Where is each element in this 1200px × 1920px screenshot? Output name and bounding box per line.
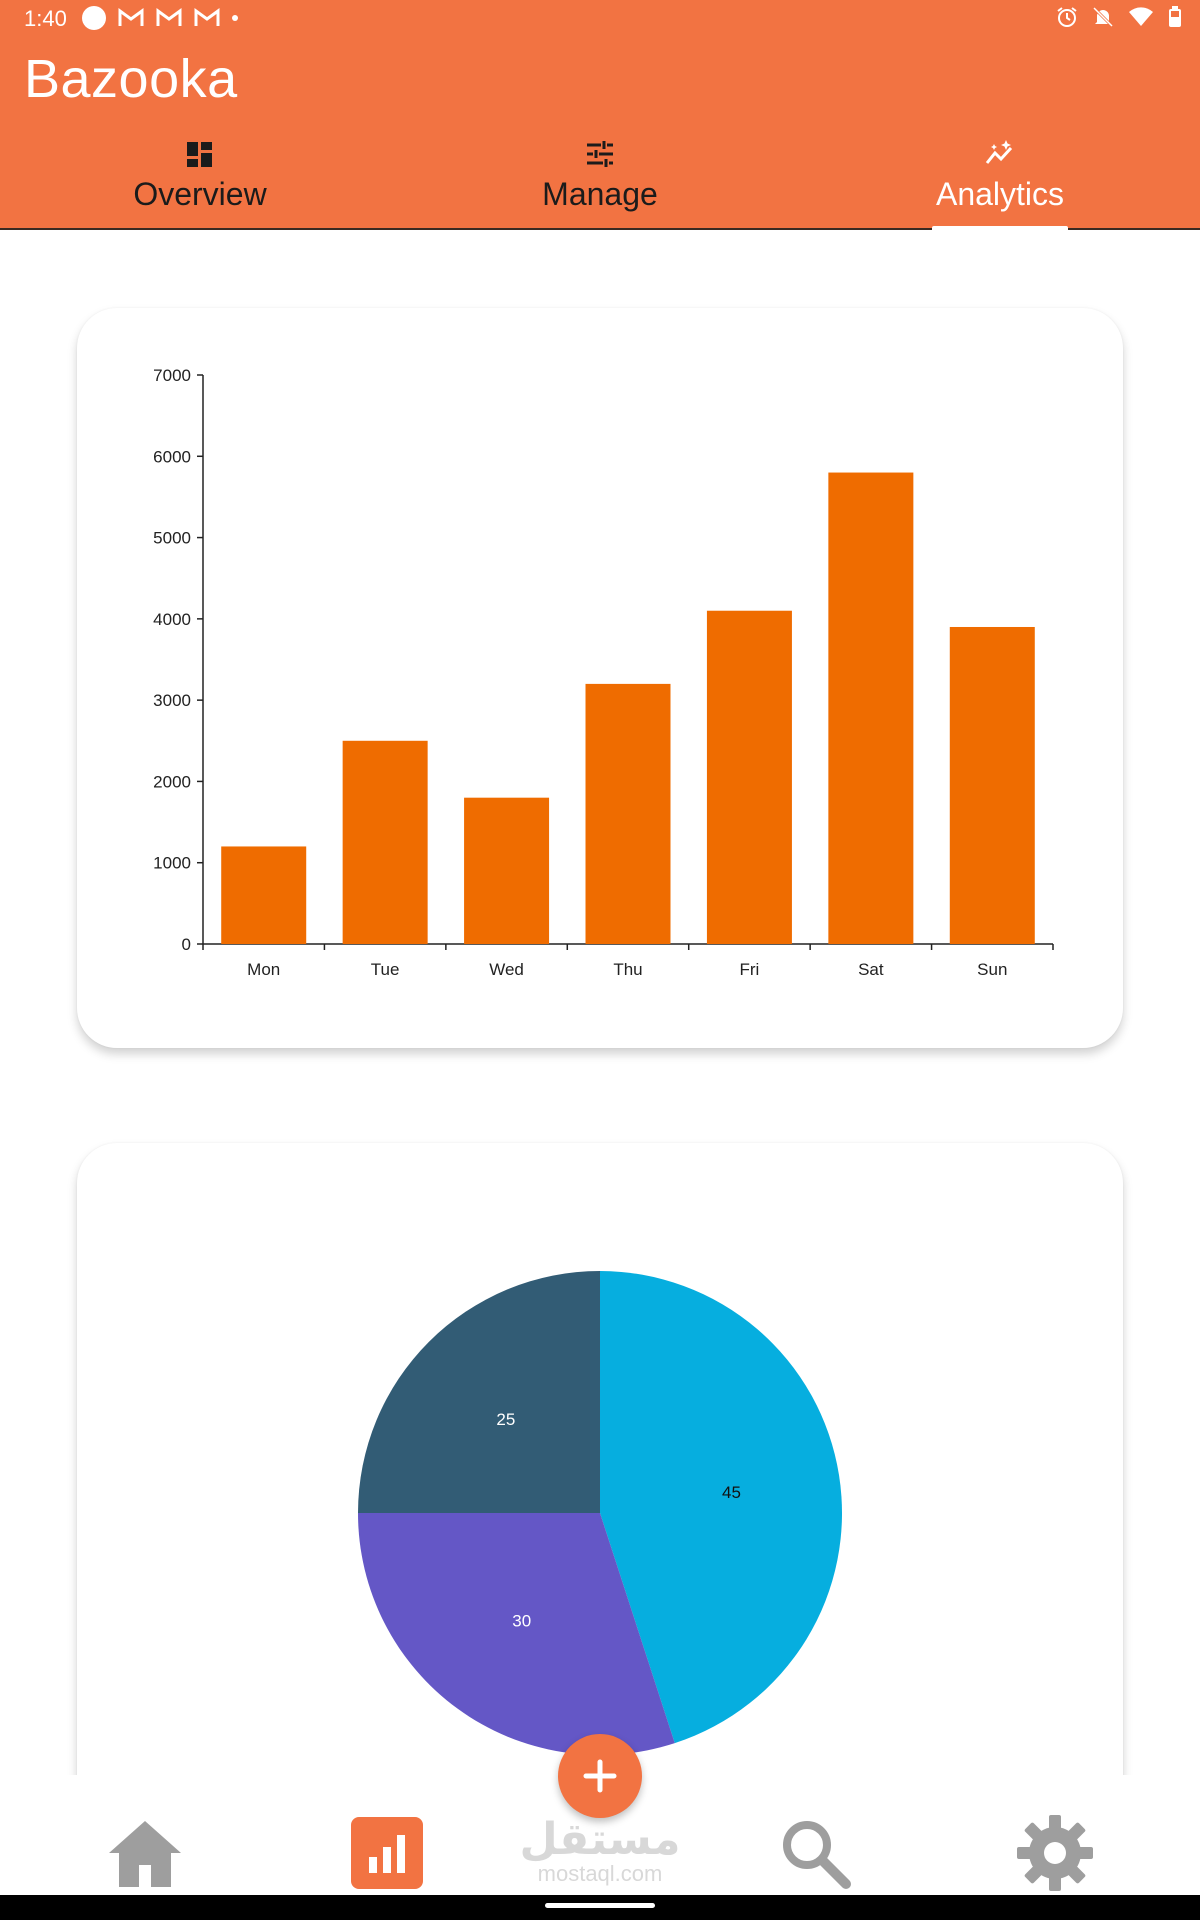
bar-sat[interactable] bbox=[828, 472, 914, 944]
x-tick-label: Thu bbox=[613, 960, 642, 979]
insights-icon bbox=[985, 140, 1013, 164]
bar-fri[interactable] bbox=[706, 610, 792, 944]
bar-wed[interactable] bbox=[464, 797, 550, 944]
tab-overview-label: Overview bbox=[133, 176, 267, 212]
tab-analytics-label: Analytics bbox=[935, 176, 1065, 212]
analytics-icon bbox=[369, 1835, 405, 1873]
status-notification-icons bbox=[82, 6, 238, 30]
status-bar: 1:40 bbox=[0, 0, 1200, 36]
notification-dot-icon bbox=[82, 6, 106, 30]
gmail-icon bbox=[194, 8, 220, 26]
analytics-nav-button[interactable] bbox=[351, 1817, 423, 1889]
tab-analytics[interactable]: Analytics bbox=[800, 130, 1200, 230]
pie-chart: 45 30 25 bbox=[358, 1271, 842, 1755]
alarm-icon bbox=[1057, 7, 1077, 27]
bar-chart-card: 0 1000 2000 3000 4000 5000 6000 7000 Mon Tue Wed Th… bbox=[77, 308, 1123, 1048]
pie-chart-card: 45 30 25 bbox=[77, 1143, 1123, 1843]
pie-slice-1[interactable] bbox=[358, 1513, 675, 1755]
battery-icon bbox=[1169, 6, 1181, 27]
system-navigation-bar bbox=[0, 1895, 1200, 1920]
tab-active-indicator bbox=[932, 226, 1068, 230]
y-tick-label: 5000 bbox=[153, 529, 191, 548]
add-icon bbox=[583, 1759, 617, 1793]
x-tick-label: Sun bbox=[977, 960, 1007, 979]
add-fab-button[interactable] bbox=[558, 1734, 642, 1818]
settings-icon[interactable] bbox=[1015, 1813, 1095, 1893]
x-tick-label: Wed bbox=[489, 960, 524, 979]
y-tick-label: 4000 bbox=[153, 610, 191, 629]
pie-slice-label: 30 bbox=[512, 1612, 531, 1631]
y-tick-label: 7000 bbox=[153, 366, 191, 385]
y-tick-label: 3000 bbox=[153, 691, 191, 710]
y-tick-label: 1000 bbox=[153, 854, 191, 873]
tune-sliders-icon bbox=[587, 141, 613, 167]
tab-overview[interactable]: Overview bbox=[0, 130, 400, 230]
x-tick-label: Mon bbox=[247, 960, 280, 979]
tab-manage[interactable]: Manage bbox=[400, 130, 800, 230]
gmail-icon bbox=[118, 8, 144, 26]
y-tick-label: 0 bbox=[182, 935, 191, 954]
x-tick-label: Tue bbox=[371, 960, 400, 979]
pie-slice-2[interactable] bbox=[358, 1271, 600, 1513]
more-notifications-icon bbox=[232, 15, 238, 21]
tab-bar: Overview Manage Analytics bbox=[0, 130, 1200, 230]
y-tick-label: 2000 bbox=[153, 772, 191, 791]
x-tick-label: Sat bbox=[858, 960, 884, 979]
dashboard-icon bbox=[187, 142, 212, 167]
notifications-off-icon bbox=[1092, 6, 1114, 28]
bar-thu[interactable] bbox=[585, 683, 671, 944]
pie-slice-label: 25 bbox=[496, 1410, 515, 1429]
app-bar: 1:40 Bazooka Overview bbox=[0, 0, 1200, 230]
gmail-icon bbox=[156, 8, 182, 26]
status-system-icons bbox=[1056, 6, 1182, 28]
search-icon[interactable] bbox=[775, 1813, 855, 1893]
home-gesture-pill[interactable] bbox=[545, 1903, 655, 1908]
pie-slice-0[interactable] bbox=[600, 1271, 842, 1744]
bar-sun[interactable] bbox=[949, 626, 1035, 944]
pie-slice-label: 45 bbox=[722, 1483, 741, 1502]
bar-tue[interactable] bbox=[342, 740, 428, 944]
bar-mon[interactable] bbox=[221, 846, 307, 944]
bar-chart: 0 1000 2000 3000 4000 5000 6000 7000 Mon Tue Wed Th… bbox=[153, 366, 1054, 979]
status-time: 1:40 bbox=[24, 6, 67, 31]
wifi-icon bbox=[1129, 7, 1153, 27]
home-icon[interactable] bbox=[105, 1813, 185, 1893]
x-tick-label: Fri bbox=[740, 960, 760, 979]
y-tick-label: 6000 bbox=[153, 447, 191, 466]
tab-manage-label: Manage bbox=[542, 176, 658, 212]
app-title: Bazooka bbox=[24, 49, 238, 109]
